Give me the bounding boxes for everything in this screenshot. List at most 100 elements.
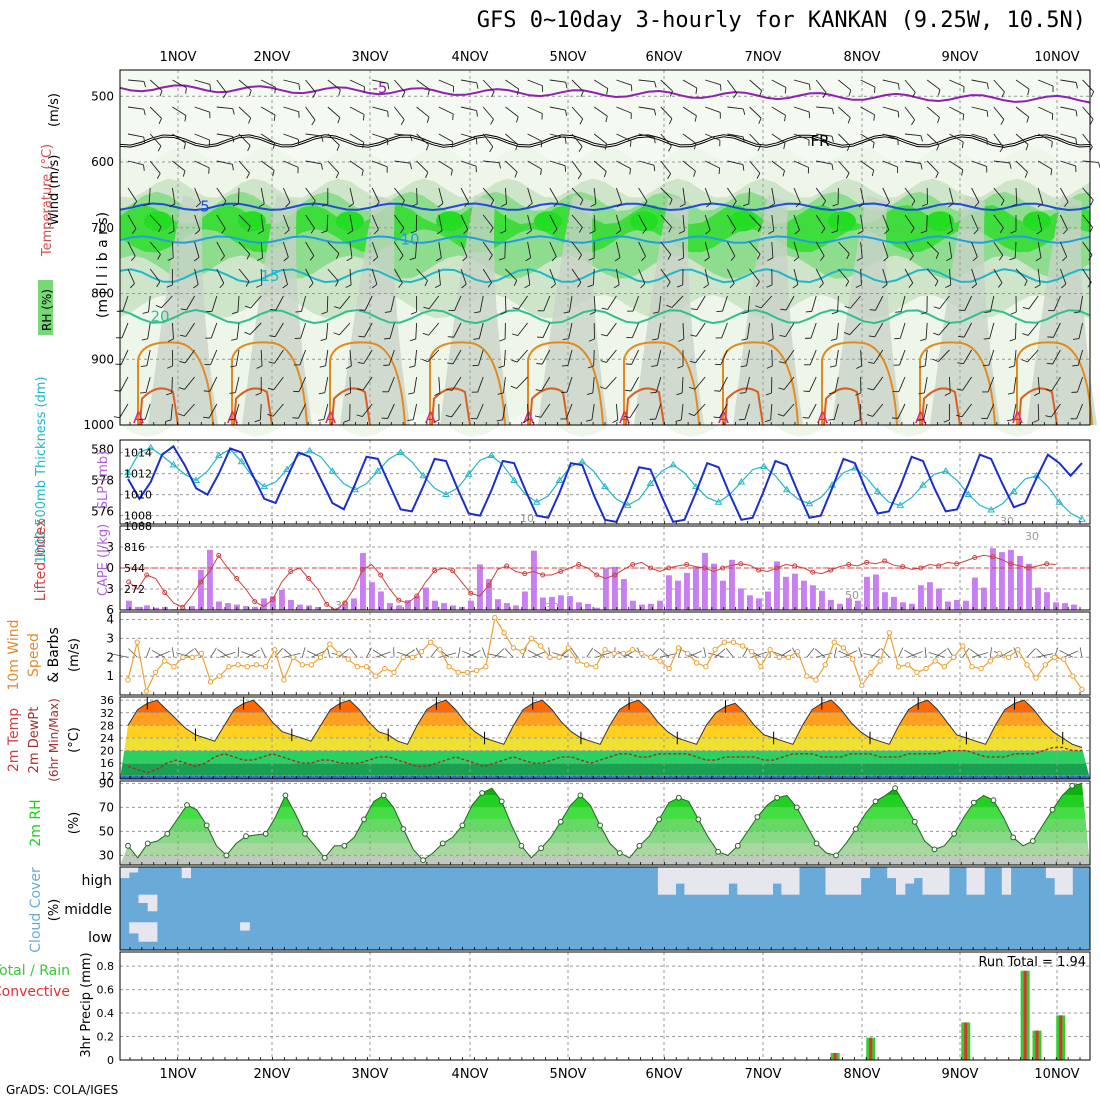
wind-axis-label-2: Speed [26,633,42,677]
rh-point [263,831,268,836]
wind-speed-point [1006,655,1010,659]
cloud-clear-cell [658,867,667,895]
cloud-clear-cell [129,922,139,933]
cape-bar [198,570,204,610]
rh-point [381,793,386,798]
wind-speed-point [575,659,579,663]
wind-barb-10m [859,647,862,657]
wind-barb-flag [1091,200,1094,205]
wind-speed-point [585,663,589,667]
rh-point [794,805,799,810]
cloud-clear-cell [139,922,149,941]
cape-bar [657,601,663,610]
wind-speed-point [603,648,607,652]
cape-bar [297,605,303,610]
cape-bar [765,592,771,611]
wind-speed-point [896,665,900,669]
precip-axis-label: 3hr Precip (mm) [79,952,94,1057]
wind-speed-point [236,663,240,667]
wind-speed-point [172,665,176,669]
wind-barb-flag [963,114,964,120]
precip-convective-bar [1036,1031,1039,1060]
wind-speed-point [906,663,910,667]
cape-bar [855,601,861,610]
wind-speed-point [282,678,286,682]
date-tick-label: 5NOV [550,1067,587,1082]
rh-tick-label: 90 [99,776,114,790]
cape-bar [891,597,897,610]
date-tick-label: 3NOV [352,50,389,65]
wind-speed-point [438,648,442,652]
wind-barb [172,377,173,393]
cape-bar [558,595,564,610]
slp-axis-label: SLP (mb) [96,451,111,510]
isotherm-35: A [227,408,238,427]
wind-speed-point [465,670,469,674]
precip-tick-label: 0 [107,1054,114,1067]
wind-speed-point [713,648,717,652]
wind-speed-point [731,640,735,644]
wind-speed-point [777,655,781,659]
wind-speed-point [364,665,368,669]
temp-tick-label: 28 [100,719,114,732]
cloud-clear-cell [148,922,158,941]
wind-barb-10m [1027,648,1035,657]
cape-bar [864,577,870,610]
wind-speed-point [300,663,304,667]
wind-speed-point [667,666,671,670]
wind-barb-flag [114,417,120,418]
wind-speed-point [621,651,625,655]
wind-barb-flag [384,338,390,339]
wind-speed-point [511,646,515,650]
wind-speed-point [208,680,212,684]
rh-point [322,855,327,860]
wind-barb-flag [870,310,876,311]
isotherm-35: A [325,408,336,427]
wind-speed-point [1080,687,1084,691]
cape-bar [144,605,150,610]
cloud-clear-cell [852,867,861,895]
temp-band [120,725,1090,738]
date-tick-label: 10NOV [1034,1067,1079,1082]
rh-point [637,843,642,848]
wind-barb-10m [834,647,836,657]
wind-barb-10m [704,647,706,657]
cape-tick-label: 272 [124,583,145,596]
rh-point [755,815,760,820]
wind-barb-10m [367,648,372,658]
wind-speed-point [227,665,231,669]
cape-bar [207,550,213,610]
cloud-clear-cell [755,867,764,895]
cloud-level-label: high [81,873,112,889]
rh-point [834,853,839,858]
wind-speed-point [805,674,809,678]
rh-point [598,823,603,828]
wind-speed-point [832,640,836,644]
wind-speed-point [401,655,405,659]
wind-barb [860,404,861,420]
wind-barb-flag [714,391,720,392]
temp-tick-label: 16 [100,757,114,770]
wind-speed-point [979,666,983,670]
cape-bar [720,581,726,610]
wind-speed-point [841,646,845,650]
wind-speed-point [346,657,350,661]
cape-bar [837,604,843,610]
cloud-clear-cell [843,867,852,895]
rh-point [145,841,150,846]
wind-speed-point [566,646,570,650]
rh-point [912,819,917,824]
wind-tick-label: 4 [106,613,114,627]
run-total-label: Run Total = 1.94 [978,955,1086,970]
wind-speed-point [1025,663,1029,667]
wind-barb-10m [172,647,174,657]
cloud-clear-cell [684,867,693,895]
wind-speed-point [740,644,744,648]
date-tick-label: 9NOV [942,50,979,65]
rh-point [401,827,406,832]
wind-speed-point [795,649,799,653]
cape-bar [630,601,636,610]
wind-speed-point [612,651,616,655]
cloud-level-label: low [88,930,112,946]
pressure-tick-label: 1000 [83,418,114,432]
